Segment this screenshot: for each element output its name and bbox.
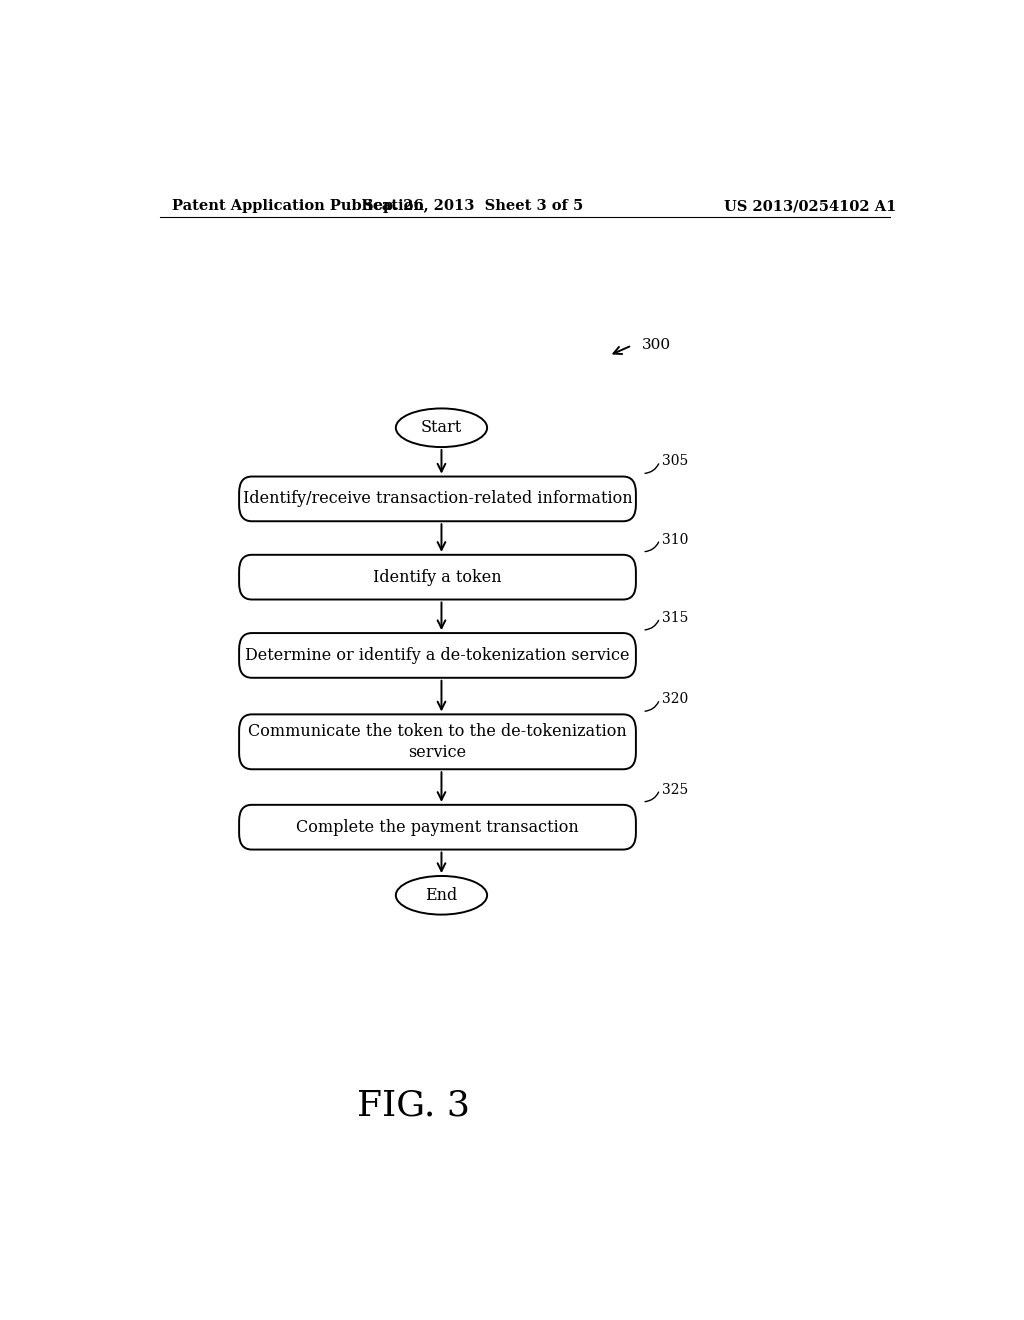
Text: US 2013/0254102 A1: US 2013/0254102 A1 (724, 199, 897, 213)
Text: Patent Application Publication: Patent Application Publication (172, 199, 424, 213)
Text: Identify/receive transaction-related information: Identify/receive transaction-related inf… (243, 491, 632, 507)
Text: End: End (425, 887, 458, 904)
FancyBboxPatch shape (240, 554, 636, 599)
Text: 325: 325 (663, 783, 688, 796)
Text: FIG. 3: FIG. 3 (357, 1089, 470, 1123)
Text: Communicate the token to the de-tokenization
service: Communicate the token to the de-tokeniza… (248, 723, 627, 760)
Text: 310: 310 (663, 532, 688, 546)
Text: 300: 300 (642, 338, 672, 352)
Text: Complete the payment transaction: Complete the payment transaction (296, 818, 579, 836)
Text: 305: 305 (663, 454, 688, 469)
FancyBboxPatch shape (240, 805, 636, 850)
Ellipse shape (396, 408, 487, 447)
Ellipse shape (396, 876, 487, 915)
Text: Identify a token: Identify a token (373, 569, 502, 586)
Text: Determine or identify a de-tokenization service: Determine or identify a de-tokenization … (246, 647, 630, 664)
Text: Start: Start (421, 420, 462, 436)
FancyBboxPatch shape (240, 634, 636, 677)
FancyBboxPatch shape (240, 714, 636, 770)
Text: 320: 320 (663, 692, 688, 706)
Text: 315: 315 (663, 611, 688, 624)
FancyBboxPatch shape (240, 477, 636, 521)
Text: Sep. 26, 2013  Sheet 3 of 5: Sep. 26, 2013 Sheet 3 of 5 (364, 199, 584, 213)
